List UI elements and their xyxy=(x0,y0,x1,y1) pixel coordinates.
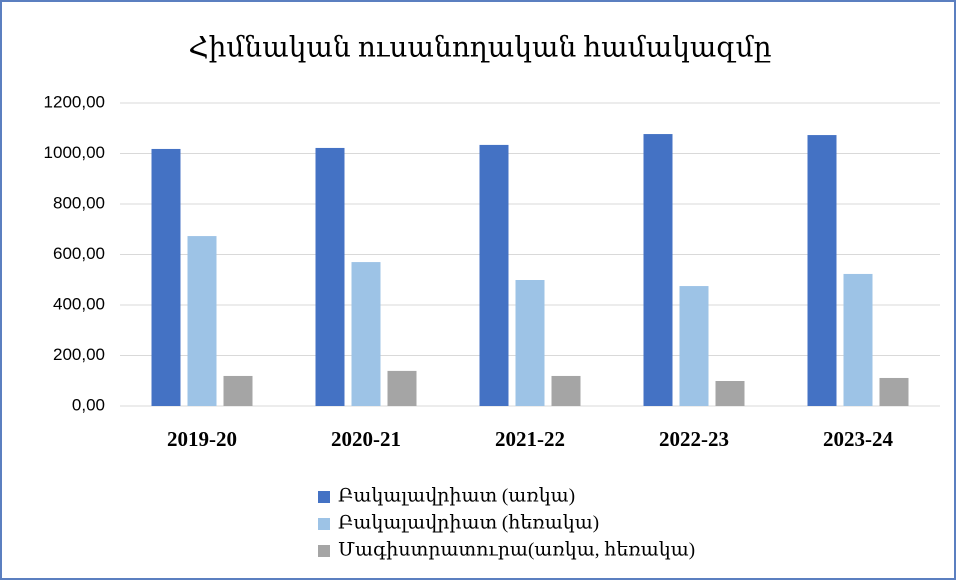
bar xyxy=(715,381,745,406)
bar xyxy=(843,273,873,406)
y-tick-label: 1000,00 xyxy=(44,143,105,162)
bar xyxy=(679,286,709,406)
y-tick-label: 1200,00 xyxy=(44,92,105,111)
bar xyxy=(387,370,417,406)
legend-swatch xyxy=(318,545,330,557)
x-tick-label: 2020-21 xyxy=(331,427,401,451)
x-tick-label: 2019-20 xyxy=(167,427,237,451)
bar xyxy=(223,375,253,406)
legend-swatch xyxy=(318,518,330,530)
bar xyxy=(551,375,581,406)
legend-swatch xyxy=(318,491,330,503)
bar xyxy=(807,135,837,406)
bar xyxy=(151,148,181,406)
bar xyxy=(515,280,545,406)
y-tick-label: 600,00 xyxy=(53,244,105,263)
bar xyxy=(643,134,673,406)
chart-title: Հիմնական ուսանողական համակազմը xyxy=(188,32,771,63)
bar xyxy=(479,144,509,407)
legend-label: Մագիստրատուրա(առկա, հեռակա) xyxy=(338,539,695,560)
y-tick-label: 400,00 xyxy=(53,294,105,313)
bar xyxy=(315,147,345,406)
bar xyxy=(351,262,381,406)
y-tick-label: 0,00 xyxy=(72,395,105,414)
bar xyxy=(879,377,909,406)
x-tick-label: 2021-22 xyxy=(495,427,565,451)
x-tick-label: 2022-23 xyxy=(659,427,729,451)
legend-label: Բակալավրիատ (առկա) xyxy=(338,485,575,506)
x-tick-label: 2023-24 xyxy=(823,427,893,451)
bar xyxy=(187,236,217,406)
y-tick-label: 200,00 xyxy=(53,345,105,364)
y-tick-label: 800,00 xyxy=(53,193,105,212)
legend-label: Բակալավրիատ (հեռակա) xyxy=(338,512,599,533)
